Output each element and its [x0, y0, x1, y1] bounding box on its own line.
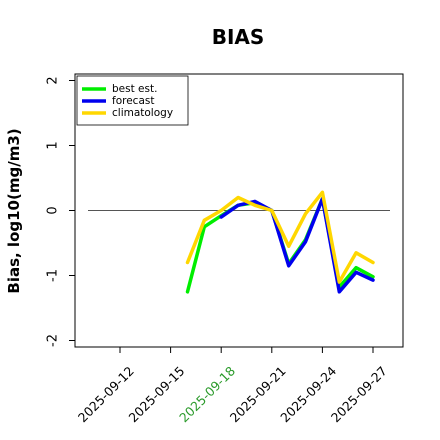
- legend-label: best est.: [112, 83, 157, 95]
- series-line: [219, 197, 375, 294]
- y-tick-label: 1: [46, 141, 61, 149]
- series-layer: [185, 190, 375, 294]
- y-axis-label: Bias, log10(mg/m3): [5, 128, 23, 293]
- y-tick-label: 0: [46, 206, 61, 214]
- chart-title: BIAS: [212, 25, 265, 49]
- y-ticks: -2 -1 0 1 2: [46, 76, 75, 347]
- x-ticks: 2025-09-122025-09-152025-09-182025-09-21…: [75, 347, 390, 425]
- y-tick-label: -1: [46, 269, 61, 282]
- y-tick-label: 2: [46, 76, 61, 84]
- series-line: [185, 190, 375, 284]
- legend-label: forecast: [112, 95, 154, 107]
- y-tick-label: -2: [46, 334, 61, 347]
- legend-label: climatology: [112, 107, 173, 119]
